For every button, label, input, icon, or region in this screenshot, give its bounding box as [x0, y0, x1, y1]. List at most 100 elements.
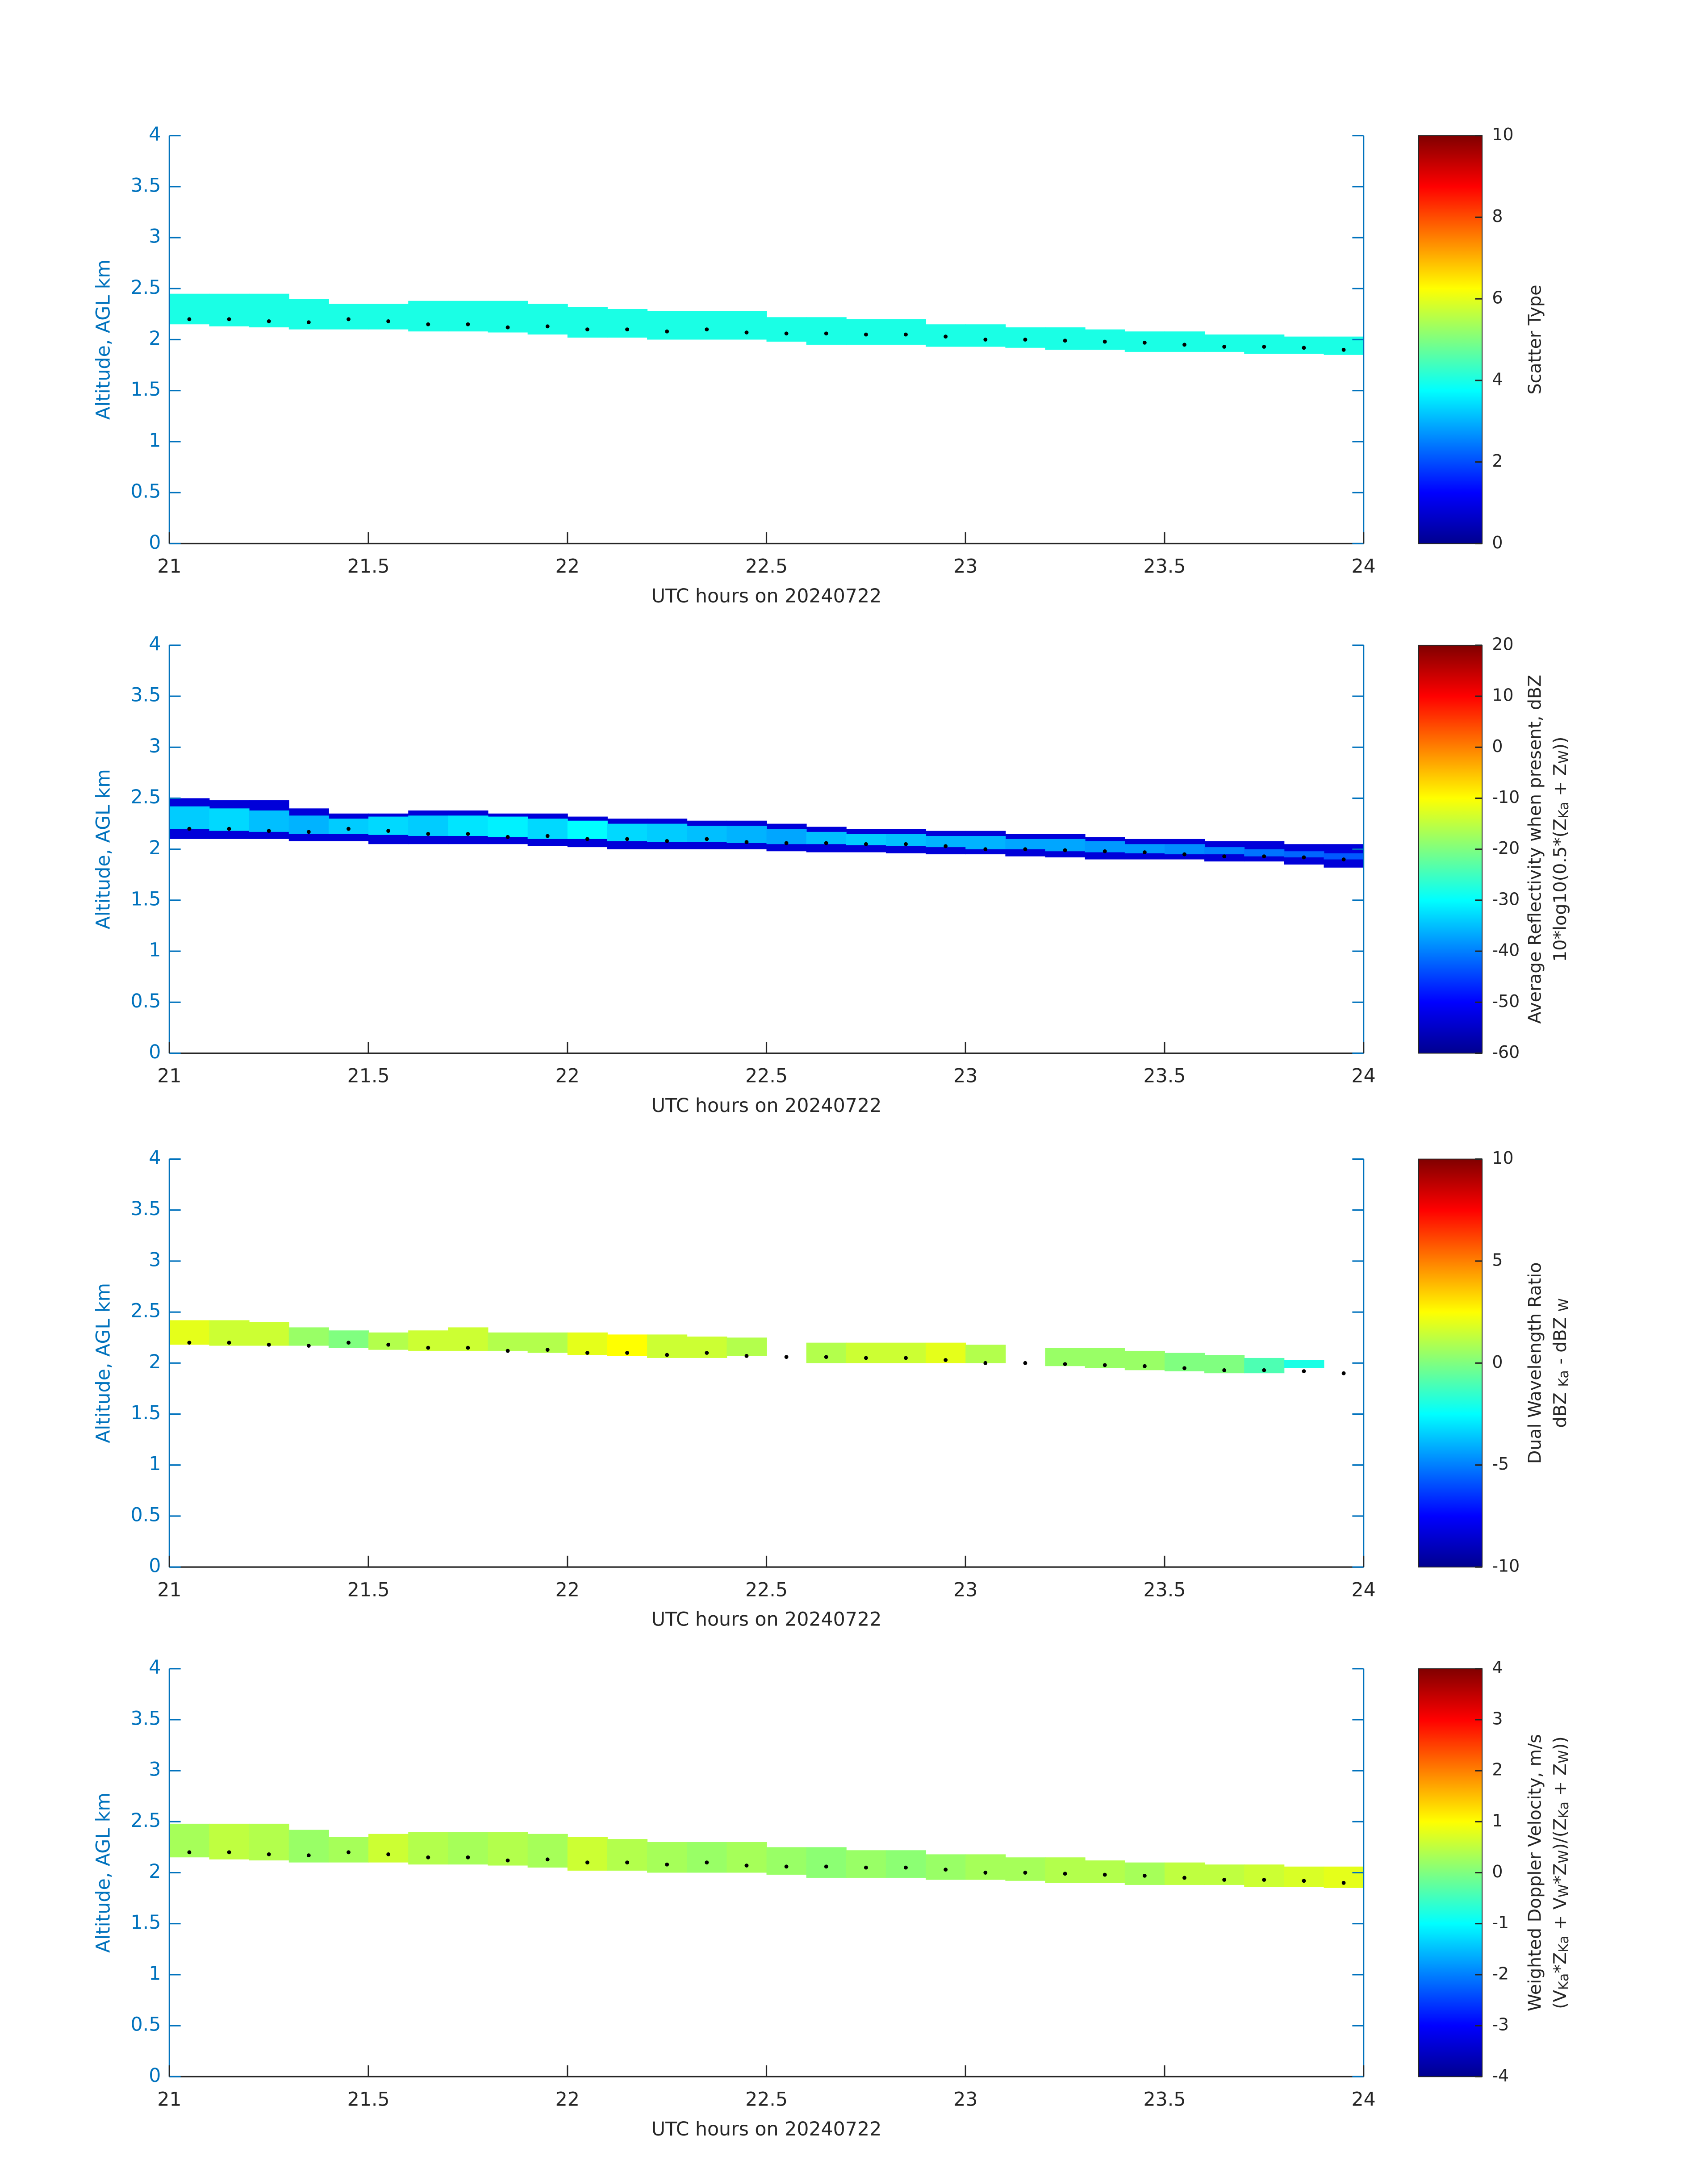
colorbar-label-text: )/(Z — [1550, 1818, 1570, 1850]
cell — [1284, 1360, 1324, 1368]
cell — [1284, 851, 1324, 857]
cell — [806, 1847, 847, 1878]
cell — [885, 1850, 927, 1878]
y-tick-label: 3.5 — [131, 684, 161, 706]
colorbar-tick-label: 10 — [1492, 685, 1513, 705]
dot — [347, 317, 351, 322]
cell — [647, 311, 688, 340]
dot — [784, 1355, 789, 1359]
dot — [1262, 1368, 1266, 1372]
y-tick-label: 3.5 — [131, 174, 161, 196]
dot — [1302, 855, 1306, 860]
cell — [448, 1832, 489, 1865]
x-tick-label: 21.5 — [347, 2089, 390, 2111]
dot — [1142, 1873, 1147, 1878]
cell — [846, 1850, 886, 1878]
dot — [824, 1864, 828, 1869]
dot — [904, 332, 908, 337]
cell — [926, 1854, 966, 1880]
cell — [328, 1330, 369, 1348]
y-tick-label: 1.5 — [131, 888, 161, 910]
cell — [766, 1847, 807, 1875]
dot — [1302, 1879, 1306, 1883]
cell — [408, 301, 449, 332]
dot — [1142, 340, 1147, 345]
x-tick-label: 21.5 — [347, 556, 390, 578]
dot — [864, 842, 868, 846]
colorbar-label: Dual Wavelength Ratio — [1524, 1262, 1545, 1464]
colorbar-tick-label: 1 — [1492, 1811, 1503, 1830]
colorbar-label-subscript: Ka — [1556, 1801, 1572, 1818]
x-tick-label: 22.5 — [745, 1579, 788, 1601]
x-tick-label: 23 — [953, 1579, 977, 1601]
dot — [505, 1349, 510, 1353]
x-axis-label: UTC hours on 20240722 — [651, 1609, 881, 1631]
colorbar-label-subscript: W — [1556, 1884, 1572, 1897]
dot — [585, 1351, 589, 1355]
dot — [1302, 1369, 1306, 1374]
y-tick-label: 0.5 — [131, 481, 161, 503]
colorbar-label-text: - dBZ — [1550, 1312, 1570, 1370]
y-tick-label: 4 — [149, 123, 161, 146]
dot — [1262, 345, 1266, 349]
dot — [1102, 339, 1107, 344]
cell — [846, 1342, 886, 1363]
dot — [864, 332, 868, 337]
colorbar-tick-label: 10 — [1492, 1148, 1513, 1168]
dot — [227, 1341, 231, 1345]
y-tick-label: 4 — [149, 1147, 161, 1169]
dot — [306, 830, 311, 834]
cell — [1204, 1864, 1245, 1885]
colorbar-tick-label: -10 — [1492, 787, 1520, 807]
cell — [885, 1342, 927, 1363]
dot — [983, 1871, 988, 1875]
y-tick-label: 1 — [149, 429, 161, 451]
x-tick-label: 22.5 — [745, 556, 788, 578]
y-tick-label: 4 — [149, 633, 161, 655]
cell — [727, 1337, 767, 1356]
dot — [864, 1865, 868, 1870]
cell — [488, 1332, 528, 1351]
x-tick-label: 21 — [157, 1065, 181, 1087]
cell — [687, 311, 727, 340]
dot — [267, 1342, 271, 1347]
dot — [466, 832, 470, 836]
colorbar-label-subscript: Ka — [1556, 1370, 1572, 1387]
colorbar-tick-label: 20 — [1492, 634, 1513, 654]
colorbar-tick-label: 6 — [1492, 288, 1503, 308]
y-tick-label: 3 — [149, 1759, 161, 1781]
dot — [426, 1855, 430, 1859]
dot — [944, 1868, 948, 1872]
x-tick-label: 22 — [555, 1065, 580, 1087]
colorbar-label-subscript: W — [1556, 1298, 1572, 1312]
dot — [306, 1853, 311, 1858]
y-tick-label: 2 — [149, 327, 161, 350]
y-axis-label: Altitude, AGL km — [92, 259, 114, 420]
dot — [1222, 1878, 1227, 1882]
x-axis-label: UTC hours on 20240722 — [651, 1095, 881, 1117]
dot — [1063, 1362, 1067, 1366]
dot — [227, 317, 231, 322]
dot — [944, 844, 948, 848]
cell — [1124, 844, 1165, 853]
cell — [647, 1842, 688, 1873]
x-tick-label: 21.5 — [347, 1579, 390, 1601]
x-tick-label: 24 — [1352, 1065, 1376, 1087]
dot — [824, 331, 828, 336]
dot — [705, 837, 709, 841]
x-tick-label: 22 — [555, 1579, 580, 1601]
cell — [567, 820, 608, 839]
colorbar-tick-label: -3 — [1492, 2015, 1509, 2035]
y-tick-label: 0.5 — [131, 1504, 161, 1526]
dot — [426, 832, 430, 836]
y-tick-label: 2.5 — [131, 276, 161, 299]
y-tick-label: 1 — [149, 1453, 161, 1475]
dot — [505, 835, 510, 839]
dot — [267, 1852, 271, 1856]
dot — [983, 1361, 988, 1365]
colorbar — [1418, 1668, 1483, 2077]
dot — [784, 841, 789, 845]
colorbar-label: Average Reflectivity when present, dBZ — [1524, 675, 1545, 1024]
colorbar-label-subscript: Ka — [1556, 1973, 1572, 1990]
colorbar-label: Weighted Doppler Velocity, m/s — [1524, 1734, 1545, 2011]
